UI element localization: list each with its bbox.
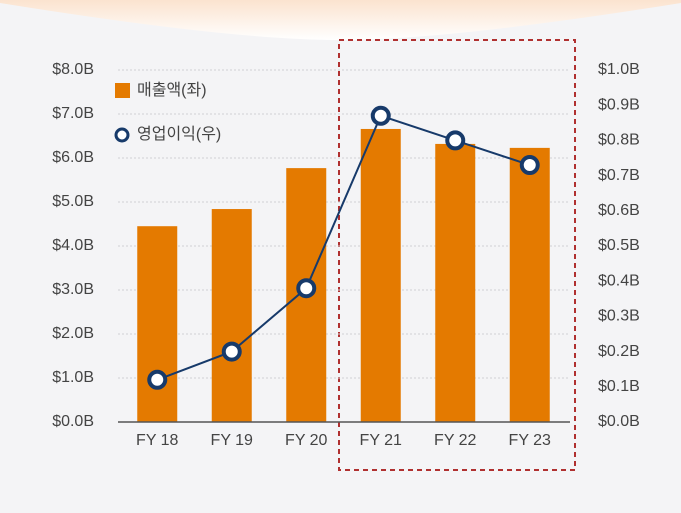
y2-tick-label: $0.2B xyxy=(598,343,640,360)
legend-label: 영업이익(우) xyxy=(137,125,221,143)
y-tick-label: $3.0B xyxy=(52,281,94,298)
y2-tick-label: $0.3B xyxy=(598,308,640,325)
line-point xyxy=(519,155,540,176)
y2-tick-label: $0.9B xyxy=(598,96,640,113)
x-tick-label: FY 19 xyxy=(211,432,254,449)
x-tick-label: FY 21 xyxy=(360,432,403,449)
y2-tick-label: $0.0B xyxy=(598,413,640,430)
y2-tick-label: $0.4B xyxy=(598,272,640,289)
y2-tick-label: $1.0B xyxy=(598,61,640,78)
bar xyxy=(211,209,252,422)
y-tick-label: $1.0B xyxy=(52,369,94,386)
line-point xyxy=(370,105,391,126)
bar xyxy=(360,128,401,422)
line-point xyxy=(147,369,168,390)
line-point xyxy=(445,130,466,151)
y2-tick-label: $0.8B xyxy=(598,132,640,149)
bar xyxy=(435,143,476,423)
x-tick-label: FY 22 xyxy=(434,432,477,449)
y-tick-label: $2.0B xyxy=(52,325,94,342)
highlight-box xyxy=(338,39,576,471)
y2-tick-label: $0.1B xyxy=(598,378,640,395)
line-point xyxy=(221,341,242,362)
y-tick-label: $7.0B xyxy=(52,105,94,122)
y-tick-label: $6.0B xyxy=(52,149,94,166)
y-tick-label: $0.0B xyxy=(52,413,94,430)
y-tick-label: $8.0B xyxy=(52,61,94,78)
legend-swatch xyxy=(114,127,130,143)
line-point xyxy=(296,278,317,299)
x-tick-label: FY 20 xyxy=(285,432,328,449)
legend-label: 매출액(좌) xyxy=(137,81,207,99)
y-tick-label: $4.0B xyxy=(52,237,94,254)
y2-tick-label: $0.7B xyxy=(598,167,640,184)
x-tick-label: FY 18 xyxy=(136,432,179,449)
line xyxy=(156,114,531,381)
legend-swatch xyxy=(115,83,130,98)
y-tick-label: $5.0B xyxy=(52,193,94,210)
bar xyxy=(509,147,550,422)
top-decoration xyxy=(0,0,681,40)
bar xyxy=(137,226,178,422)
y2-tick-label: $0.5B xyxy=(598,237,640,254)
x-tick-label: FY 23 xyxy=(509,432,552,449)
y2-tick-label: $0.6B xyxy=(598,202,640,219)
